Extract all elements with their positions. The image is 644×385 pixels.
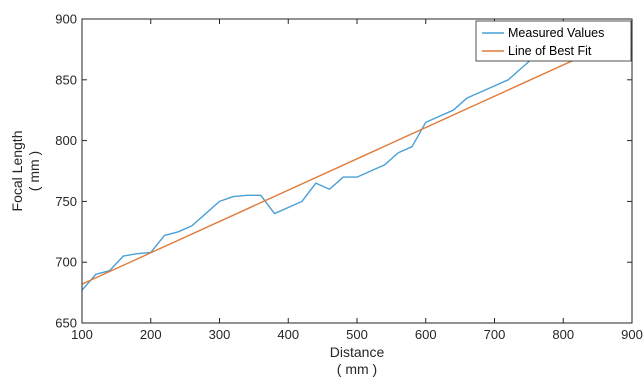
x-tick-label: 300 <box>209 327 231 342</box>
x-tick-label: 600 <box>415 327 437 342</box>
x-tick-label: 900 <box>621 327 643 342</box>
y-axis-label: Focal Length <box>9 131 25 212</box>
y-axis-unit: ( mm ) <box>26 151 42 191</box>
x-tick-label: 200 <box>140 327 162 342</box>
y-axis-tick-labels: 650 700 750 800 850 900 <box>55 12 77 331</box>
plot-frame <box>81 18 633 324</box>
x-tick-label: 500 <box>346 327 368 342</box>
x-tick-label: 800 <box>552 327 574 342</box>
y-tick-label: 900 <box>55 12 77 27</box>
y-tick-label: 650 <box>55 316 77 331</box>
legend-box <box>475 20 632 62</box>
series-line-of-best-fit <box>81 32 633 285</box>
x-axis-tick-labels: 100 200 300 400 500 600 700 800 900 <box>71 327 643 342</box>
plot-background <box>82 19 632 323</box>
y-tick-label: 750 <box>55 194 77 209</box>
x-axis-unit: ( mm ) <box>337 361 377 377</box>
x-tick-label: 400 <box>277 327 299 342</box>
x-axis-label: Distance <box>330 344 385 360</box>
legend-label-measured-values: Measured Values <box>508 26 604 40</box>
y-tick-label: 700 <box>55 255 77 270</box>
legend: Measured Values Line of Best Fit <box>475 20 632 62</box>
y-tick-label: 850 <box>55 72 77 87</box>
legend-label-line-of-best-fit: Line of Best Fit <box>508 44 592 58</box>
y-tick-label: 800 <box>55 133 77 148</box>
x-tick-label: 100 <box>71 327 93 342</box>
x-tick-label: 700 <box>484 327 506 342</box>
